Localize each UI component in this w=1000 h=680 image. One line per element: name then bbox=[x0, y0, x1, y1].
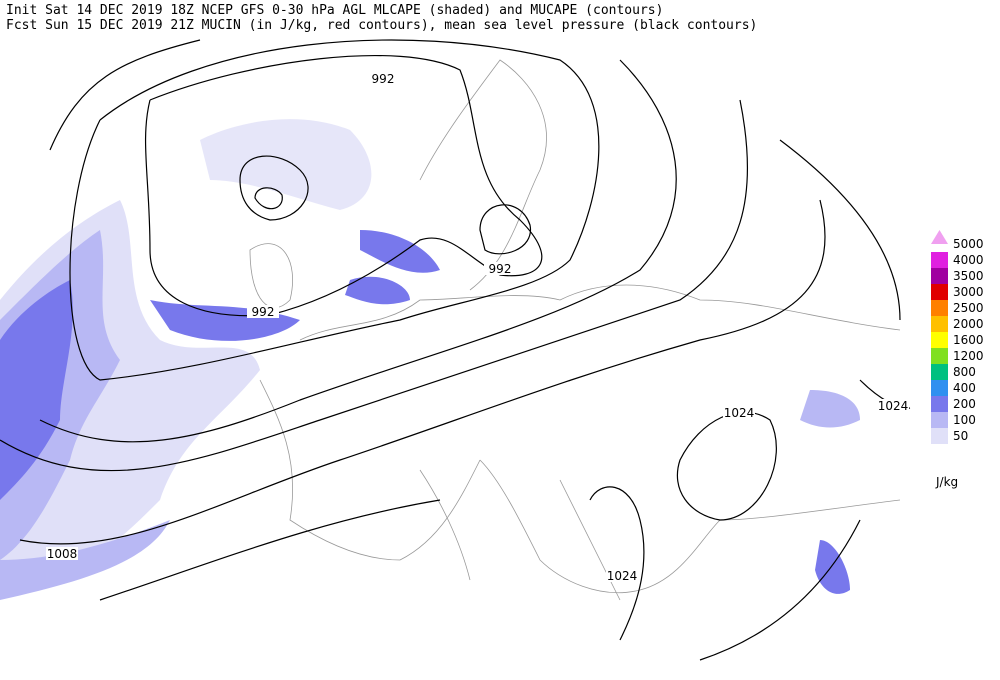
legend-label: 3000 bbox=[953, 285, 984, 299]
legend-label: 3500 bbox=[953, 269, 984, 283]
contour-label: 1024 bbox=[878, 399, 909, 413]
contour-label-bg bbox=[723, 406, 755, 419]
legend-label: 400 bbox=[953, 381, 976, 395]
legend-label: 50 bbox=[953, 429, 968, 443]
pressure-contours bbox=[0, 39, 911, 661]
header-line: Fcst Sun 15 DEC 2019 21Z MUCIN (in J/kg,… bbox=[6, 18, 757, 33]
legend-swatch bbox=[931, 428, 948, 444]
contour-label-bg bbox=[247, 305, 279, 318]
contour-label: 992 bbox=[252, 305, 275, 319]
legend-swatch bbox=[931, 252, 948, 268]
legend-swatch bbox=[931, 348, 948, 364]
legend-swatch bbox=[931, 284, 948, 300]
legend-swatch bbox=[931, 412, 948, 428]
contour-label-bg bbox=[877, 399, 909, 412]
legend-swatch bbox=[931, 380, 948, 396]
legend-label: 200 bbox=[953, 397, 976, 411]
contour-label-bg bbox=[606, 569, 638, 582]
contour-label: 992 bbox=[489, 262, 512, 276]
legend-swatch bbox=[931, 268, 948, 284]
contour-label: 1008 bbox=[47, 547, 78, 561]
legend-label: 1200 bbox=[953, 349, 984, 363]
contour-label: 1024 bbox=[724, 406, 755, 420]
legend-swatch bbox=[931, 300, 948, 316]
header-line: Init Sat 14 DEC 2019 18Z NCEP GFS 0-30 h… bbox=[6, 3, 663, 18]
contour-label: 992 bbox=[372, 72, 395, 86]
legend-label: 800 bbox=[953, 365, 976, 379]
legend-label: 2000 bbox=[953, 317, 984, 331]
header: Init Sat 14 DEC 2019 18Z NCEP GFS 0-30 h… bbox=[6, 3, 757, 33]
legend-swatch bbox=[931, 396, 948, 412]
legend-swatch bbox=[931, 230, 948, 244]
cape-shading bbox=[0, 119, 860, 600]
legend-label: 100 bbox=[953, 413, 976, 427]
legend-label: 4000 bbox=[953, 253, 984, 267]
legend-unit: J/kg bbox=[935, 475, 958, 489]
contour-labels: 992 992 992 1024 1024 1024 1008 bbox=[46, 72, 909, 583]
contour-label-bg bbox=[46, 547, 78, 560]
contour-label-bg bbox=[367, 72, 399, 85]
legend-swatch bbox=[931, 364, 948, 380]
contour-label: 1024 bbox=[607, 569, 638, 583]
legend-label: 1600 bbox=[953, 333, 984, 347]
contour-label-bg bbox=[484, 262, 516, 275]
legend-label: 2500 bbox=[953, 301, 984, 315]
legend-swatch bbox=[931, 332, 948, 348]
coastlines bbox=[249, 59, 901, 601]
legend-label: 5000 bbox=[953, 237, 984, 251]
legend-swatch bbox=[931, 316, 948, 332]
legend: 5000 4000 3500 3000 2500 2000 1600 1200 800 400 20… bbox=[931, 230, 984, 489]
